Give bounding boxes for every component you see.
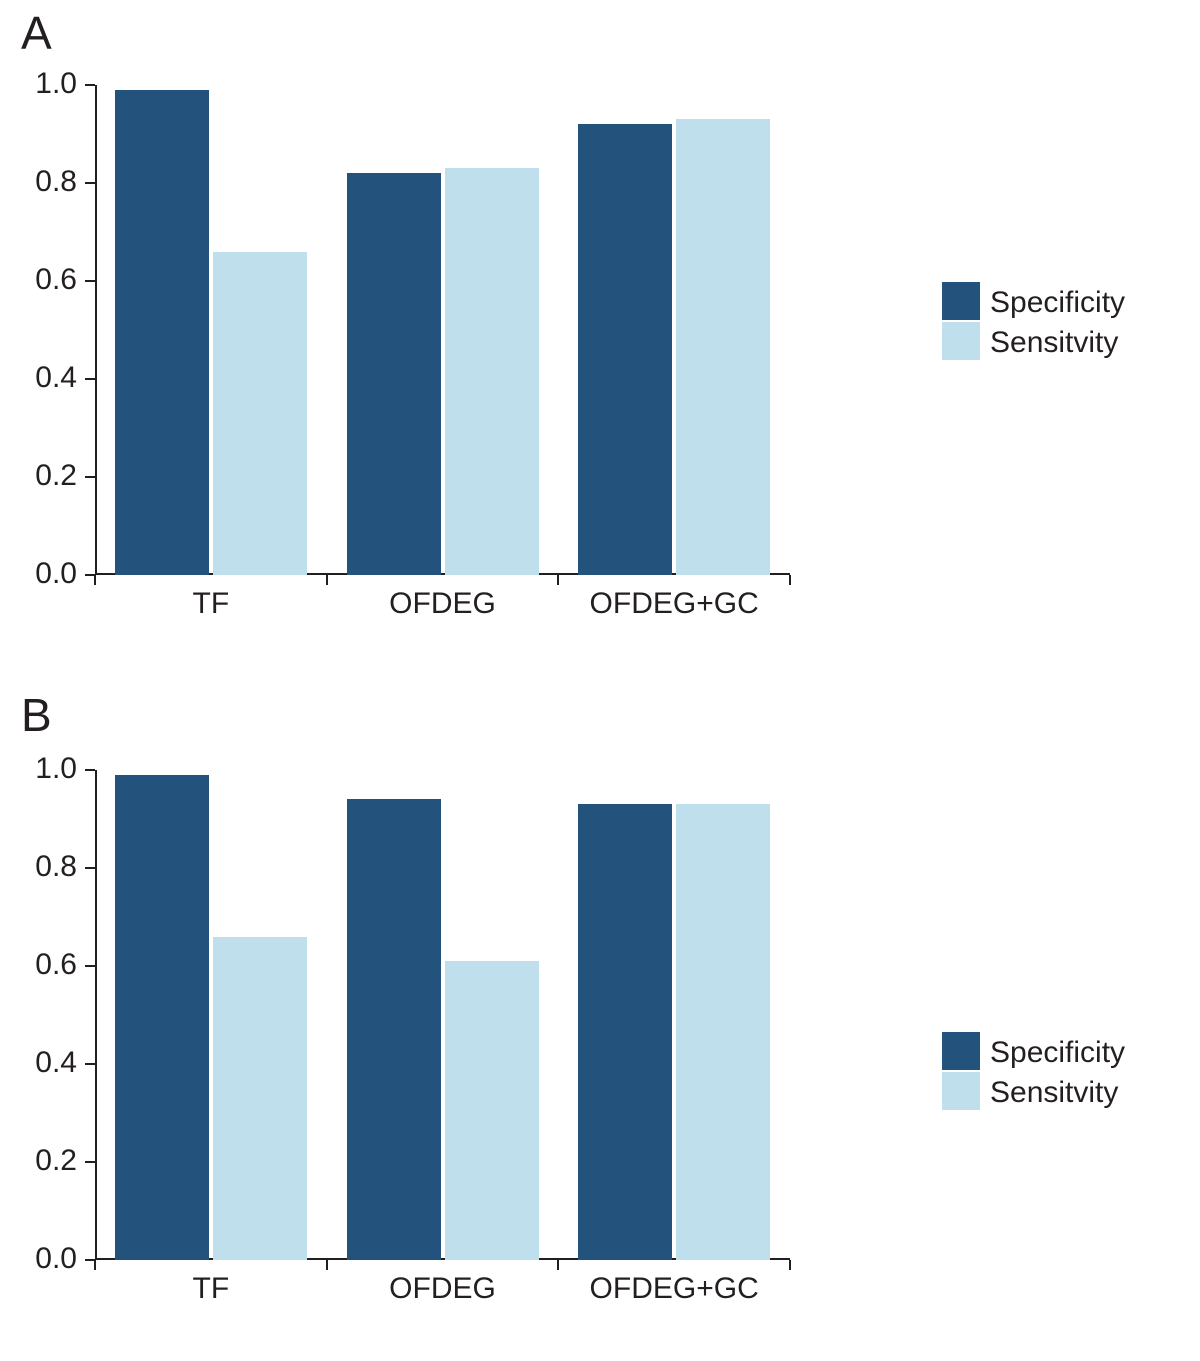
legend-label: Sensitvity: [990, 326, 1118, 360]
category-label: OFDEG+GC: [574, 587, 774, 621]
bar-sensitivity: [676, 119, 770, 575]
y-tick-label: 0.0: [17, 1242, 77, 1276]
bar-specificity: [115, 775, 209, 1260]
y-tick: [85, 965, 95, 967]
bar-specificity: [115, 90, 209, 575]
figure-page: A 0.00.20.40.60.81.0TFOFDEGOFDEG+GC Spec…: [0, 0, 1200, 1361]
y-tick-label: 1.0: [17, 752, 77, 786]
chart-b: 0.00.20.40.60.81.0TFOFDEGOFDEG+GC: [95, 770, 790, 1260]
bar-specificity: [578, 124, 672, 575]
y-tick: [85, 1161, 95, 1163]
y-tick: [85, 476, 95, 478]
category-label: TF: [111, 587, 311, 621]
y-tick: [85, 378, 95, 380]
y-tick: [85, 867, 95, 869]
panel-label-a: A: [21, 6, 52, 60]
y-tick: [85, 280, 95, 282]
y-axis: [95, 770, 97, 1260]
legend-a: Specificity Sensitvity: [942, 282, 1162, 372]
x-tick: [789, 575, 791, 585]
chart-a: 0.00.20.40.60.81.0TFOFDEGOFDEG+GC: [95, 85, 790, 575]
y-tick-label: 0.2: [17, 459, 77, 493]
y-tick-label: 0.2: [17, 1144, 77, 1178]
y-tick-label: 0.8: [17, 850, 77, 884]
legend-label: Specificity: [990, 286, 1125, 320]
legend-label: Sensitvity: [990, 1076, 1118, 1110]
x-tick: [557, 1260, 559, 1270]
panel-label-b: B: [21, 688, 52, 742]
legend-label: Specificity: [990, 1036, 1125, 1070]
legend-swatch-sensitivity: [942, 322, 980, 360]
legend-swatch-specificity: [942, 1032, 980, 1070]
bar-sensitivity: [213, 252, 307, 575]
y-tick-label: 0.8: [17, 165, 77, 199]
y-tick-label: 0.6: [17, 948, 77, 982]
x-tick: [94, 1260, 96, 1270]
category-label: OFDEG: [343, 1272, 543, 1306]
legend-swatch-sensitivity: [942, 1072, 980, 1110]
y-axis: [95, 85, 97, 575]
bar-sensitivity: [445, 961, 539, 1260]
bar-sensitivity: [213, 937, 307, 1260]
y-tick: [85, 1063, 95, 1065]
bar-sensitivity: [676, 804, 770, 1260]
legend-b: Specificity Sensitvity: [942, 1032, 1162, 1122]
x-tick: [557, 575, 559, 585]
y-tick: [85, 182, 95, 184]
y-tick-label: 0.6: [17, 263, 77, 297]
category-label: OFDEG: [343, 587, 543, 621]
category-label: OFDEG+GC: [574, 1272, 774, 1306]
y-tick-label: 0.4: [17, 361, 77, 395]
category-label: TF: [111, 1272, 311, 1306]
legend-swatch-specificity: [942, 282, 980, 320]
x-tick: [94, 575, 96, 585]
bar-specificity: [578, 804, 672, 1260]
x-tick: [326, 1260, 328, 1270]
bar-sensitivity: [445, 168, 539, 575]
y-tick-label: 0.4: [17, 1046, 77, 1080]
bar-specificity: [347, 173, 441, 575]
x-tick: [789, 1260, 791, 1270]
y-tick: [85, 769, 95, 771]
y-tick-label: 0.0: [17, 557, 77, 591]
y-tick-label: 1.0: [17, 67, 77, 101]
bar-specificity: [347, 799, 441, 1260]
y-tick: [85, 84, 95, 86]
x-tick: [326, 575, 328, 585]
